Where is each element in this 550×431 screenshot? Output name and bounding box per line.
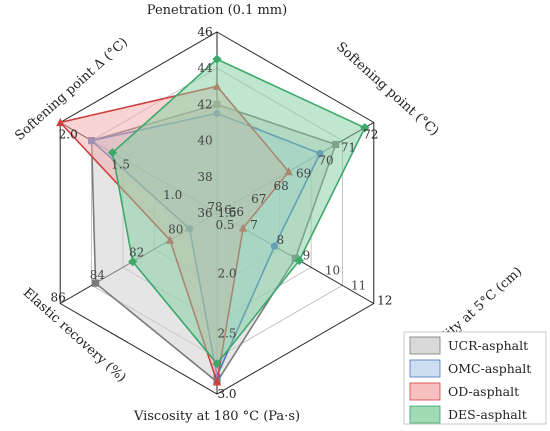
- tick-label: 3.0: [217, 387, 236, 401]
- tick-label: 72: [363, 128, 378, 142]
- tick-label: 82: [129, 245, 144, 259]
- axis-title: Penetration (0.1 mm): [147, 3, 287, 18]
- tick-label: 67: [251, 192, 266, 206]
- data-point: [107, 148, 118, 158]
- tick-label: 1.0: [163, 188, 182, 202]
- tick-label: 0.5: [215, 218, 234, 232]
- legend-swatch: [409, 359, 441, 378]
- tick-label: 8: [276, 233, 284, 247]
- legend-entry: OMC-asphalt: [448, 361, 531, 376]
- data-point: [212, 377, 222, 386]
- tick-label: 38: [197, 170, 212, 184]
- legend-swatch: [409, 382, 441, 401]
- tick-label: 40: [197, 134, 212, 148]
- series-polygons: [56, 54, 370, 386]
- data-point: [212, 54, 222, 64]
- legend: UCR-asphalt OMC-asphalt OD-asphalt DES-asph…: [403, 331, 547, 425]
- axis-title: Elastic recovery (%): [20, 285, 129, 385]
- axis-title: Viscosity at 180 °C (Pa·s): [133, 409, 300, 424]
- legend-entry: OD-asphalt: [448, 384, 519, 399]
- tick-label: 11: [351, 278, 366, 292]
- tick-label: 69: [296, 166, 311, 180]
- tick-label: 71: [341, 140, 356, 154]
- tick-label: 42: [197, 97, 212, 111]
- tick-label: 80: [168, 223, 183, 237]
- tick-label: 9: [303, 248, 311, 262]
- tick-label: 86: [51, 291, 66, 305]
- tick-label: 12: [377, 294, 392, 308]
- legend-swatch: [409, 336, 441, 355]
- data-point: [128, 257, 138, 267]
- tick-label: 68: [274, 179, 289, 193]
- legend-entry: DES-asphalt: [448, 407, 527, 422]
- tick-labels: 3638404244466667686970717267891011121.52…: [51, 25, 393, 401]
- tick-label: 1.5: [111, 158, 130, 172]
- tick-label: 7: [250, 218, 258, 232]
- tick-label: 66: [229, 205, 244, 219]
- data-point: [56, 117, 65, 127]
- tick-label: 10: [325, 263, 340, 277]
- legend-entry: UCR-asphalt: [448, 338, 528, 353]
- tick-label: 2.0: [217, 266, 236, 280]
- data-point: [360, 123, 370, 133]
- tick-label: 36: [197, 206, 212, 220]
- data-point: [91, 279, 100, 287]
- tick-label: 2.0: [59, 128, 78, 142]
- tick-label: 2.5: [217, 327, 236, 341]
- tick-label: 46: [197, 25, 212, 39]
- tick-label: 84: [90, 268, 106, 282]
- tick-label: 70: [318, 153, 333, 167]
- series-des-asphalt: [107, 54, 370, 369]
- tick-label: 44: [197, 61, 213, 75]
- tick-label: 78: [207, 200, 222, 214]
- legend-swatch: [409, 405, 441, 424]
- tick-label: 1.5: [217, 206, 236, 220]
- data-point: [212, 359, 222, 369]
- data-point: [294, 255, 304, 266]
- tick-label: 6: [224, 203, 232, 217]
